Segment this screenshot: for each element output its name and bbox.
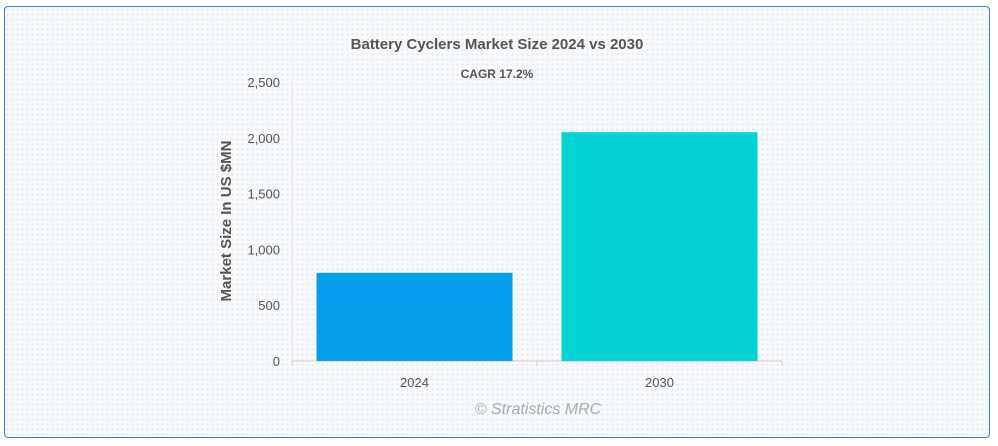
x-axis-ticks: 2024 2030 [291,361,783,390]
bar-2030[interactable] [561,132,758,361]
y-tick-label: 2,000 [247,131,280,146]
watermark-text: © Stratistics MRC [475,401,602,418]
chart-title: Battery Cyclers Market Size 2024 vs 2030 [351,36,644,53]
bar-2024[interactable] [316,272,513,361]
y-tick-label: 1,000 [247,242,280,257]
x-tick-label: 2030 [645,375,674,390]
y-tick-label: 2,500 [247,75,280,90]
chart-subtitle: CAGR 17.2% [461,67,534,81]
y-tick-label: 500 [258,298,280,313]
bars [316,132,758,361]
chart-frame [4,6,990,438]
y-tick-label: 1,500 [247,187,280,202]
y-tick-label: 0 [273,354,280,369]
y-axis-label: Market Size In US $MN [218,141,235,302]
y-axis-ticks: 0 500 1,000 1,500 2,000 2,500 [247,75,280,369]
x-tick-label: 2024 [400,375,429,390]
